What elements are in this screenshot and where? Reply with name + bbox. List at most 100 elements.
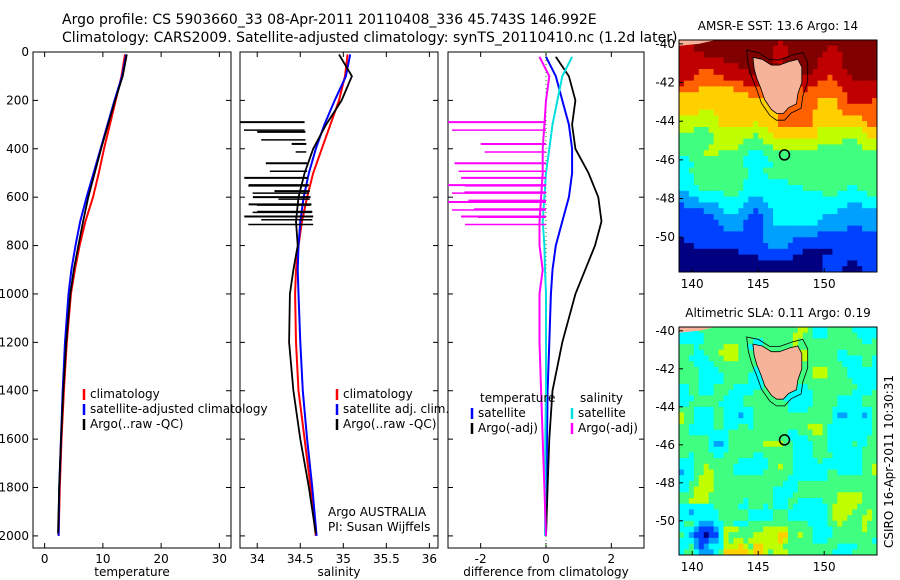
sla_map-cell xyxy=(718,475,725,482)
sst_map-cell xyxy=(723,219,730,227)
sla_map-cell xyxy=(688,338,695,345)
sst_map-cell xyxy=(773,132,779,140)
sst_map-cell xyxy=(708,248,715,256)
sst_map-cell xyxy=(812,45,819,53)
sst_map-cell xyxy=(817,202,824,209)
sla_map-cell xyxy=(703,469,710,476)
sla_map-cell xyxy=(723,327,730,334)
sst_map-cell xyxy=(822,144,829,151)
sst_map-cell xyxy=(822,74,829,82)
sla_map-cell xyxy=(683,503,690,510)
sla_map-cell xyxy=(812,520,819,528)
sst_map-cell xyxy=(812,208,819,215)
sst_map-cell xyxy=(837,103,843,111)
sst_map-cell xyxy=(683,219,690,227)
sla_map-cell xyxy=(872,480,877,488)
sla_map-cell xyxy=(748,372,754,379)
sst_map-field xyxy=(679,40,877,272)
sla_map-cell xyxy=(872,361,877,368)
sla_map-cell xyxy=(817,469,824,476)
sla_map-cell xyxy=(773,486,779,493)
sla_map-cell xyxy=(822,549,829,555)
sla_map-cell xyxy=(708,435,715,442)
sst_map-cell xyxy=(768,219,774,227)
sst_map-cell xyxy=(797,219,804,227)
sst_map-cell xyxy=(857,208,863,215)
sst_map-cell xyxy=(802,86,809,93)
sla_map-cell xyxy=(832,532,838,539)
sst_map-cell xyxy=(723,248,730,256)
sla_map-cell xyxy=(683,446,690,453)
sla_map-cell xyxy=(723,389,730,396)
sla_map-cell xyxy=(743,423,749,431)
sst_map-cell xyxy=(713,80,720,87)
sla_map-cell xyxy=(753,509,759,516)
sla_map-cell xyxy=(743,526,749,533)
sla_map-cell xyxy=(703,498,710,505)
temperature-xlabel: temperature xyxy=(94,565,169,579)
sst_map-cell xyxy=(807,103,814,111)
sla_map-cell xyxy=(768,418,774,425)
sla_map-cell xyxy=(693,520,700,528)
sst_map-cell xyxy=(872,63,877,70)
sst_map-cell xyxy=(768,144,774,151)
sst_map-cell xyxy=(713,179,720,186)
sla_map-cell xyxy=(688,389,695,396)
sla_map-cell xyxy=(842,492,848,499)
sst_map-cell xyxy=(872,92,877,99)
sst_map-cell xyxy=(768,237,774,244)
sla_map-cell xyxy=(698,441,705,448)
sla_map-cell xyxy=(738,338,744,345)
sla_map-cell xyxy=(688,492,695,499)
sst_map-cell xyxy=(812,214,819,221)
sst_map-cell xyxy=(832,219,838,227)
sla_map-cell xyxy=(688,498,695,505)
sst_map-cell xyxy=(832,74,838,82)
sst_map-cell xyxy=(832,161,838,169)
sst_map-cell xyxy=(847,109,853,116)
sst_map-cell xyxy=(817,167,824,174)
sla_map-cell xyxy=(867,520,873,528)
sla_map-cell xyxy=(787,429,794,436)
sst_map-cell xyxy=(867,86,873,93)
sla_map-cell xyxy=(827,458,834,465)
sst_map-cell xyxy=(703,86,710,93)
sst_map-cell xyxy=(817,156,824,163)
sst_map-cell xyxy=(763,254,769,261)
sst_map-cell xyxy=(748,243,754,250)
sla_map-cell xyxy=(822,452,829,459)
sst_map-cell xyxy=(708,144,715,151)
sst_map-cell xyxy=(698,98,705,105)
sst_map-cell xyxy=(822,243,829,250)
sst_map-cell xyxy=(802,138,809,145)
sla_map-cell xyxy=(713,395,720,402)
sla_map-cell xyxy=(763,344,769,351)
sst_map-cell xyxy=(723,40,730,47)
sst_map-cell xyxy=(782,266,789,272)
sst_map-cell xyxy=(862,109,868,116)
sst_map-cell xyxy=(758,248,764,256)
sla_map-cell xyxy=(847,327,853,334)
sla_map-cell xyxy=(723,423,730,431)
sla_map-cell xyxy=(852,401,858,408)
sst_map-cell xyxy=(738,57,744,64)
sst_map-cell xyxy=(812,115,819,122)
sla_map-cell xyxy=(802,366,809,374)
sla_map-cell xyxy=(802,446,809,453)
sst_map-cell xyxy=(852,138,858,145)
temperature-ytick-label: 1000 xyxy=(0,287,29,301)
sla_map-cell xyxy=(723,475,730,482)
sla_map-cell xyxy=(768,480,774,488)
sst_map-cell xyxy=(763,173,769,180)
sla_map-cell xyxy=(679,429,685,436)
sla_map-cell xyxy=(733,509,739,516)
sla_map-ytick-label: -46 xyxy=(655,438,675,452)
sst_map-cell xyxy=(832,57,838,64)
sla_map-cell xyxy=(807,543,814,550)
sst_map-ytick-label: -50 xyxy=(655,230,675,244)
sla_map-cell xyxy=(723,344,730,351)
sla_map-cell xyxy=(817,361,824,368)
sst_map-cell xyxy=(743,161,749,169)
sla_map-cell xyxy=(802,458,809,465)
sst_map-cell xyxy=(738,214,744,221)
